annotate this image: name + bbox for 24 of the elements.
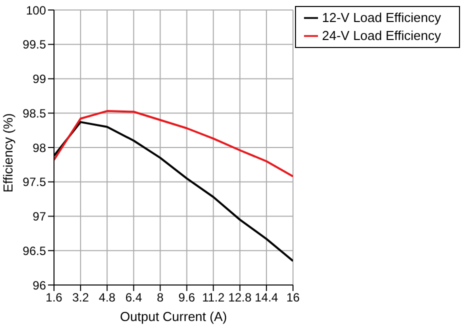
x-tick-label: 9.6 [178, 290, 196, 305]
x-tick-label: 11.2 [202, 290, 225, 305]
y-tick-label: 96.5 [22, 244, 46, 258]
x-tick-label: 4.8 [98, 290, 116, 305]
y-tick-label: 98 [32, 140, 46, 155]
x-axis-title: Output Current (A) [120, 309, 227, 324]
y-tick-label: 96 [32, 278, 46, 292]
x-tick-label: 6.4 [125, 290, 142, 305]
legend-label: 24-V Load Efficiency [322, 28, 441, 43]
x-tick-label: 3.2 [72, 290, 90, 305]
y-axis-title: Efficiency (%) [0, 113, 16, 192]
y-tick-label: 99 [32, 72, 46, 86]
x-tick-label: 8 [156, 290, 164, 305]
x-tick-label: 16 [286, 290, 300, 305]
x-tick-label: 12.8 [228, 290, 252, 305]
y-tick-label: 100 [26, 3, 46, 18]
y-tick-label: 99.5 [22, 38, 46, 52]
y-tick-label: 97 [32, 210, 46, 224]
x-tick-label: 1.6 [46, 290, 63, 305]
y-tick-label: 97.5 [22, 175, 46, 190]
y-tick-label: 98.5 [22, 106, 46, 120]
x-tick-label: 14.4 [254, 290, 278, 305]
line-series [54, 110, 293, 178]
legend-label: 12-V Load Efficiency [322, 10, 441, 25]
